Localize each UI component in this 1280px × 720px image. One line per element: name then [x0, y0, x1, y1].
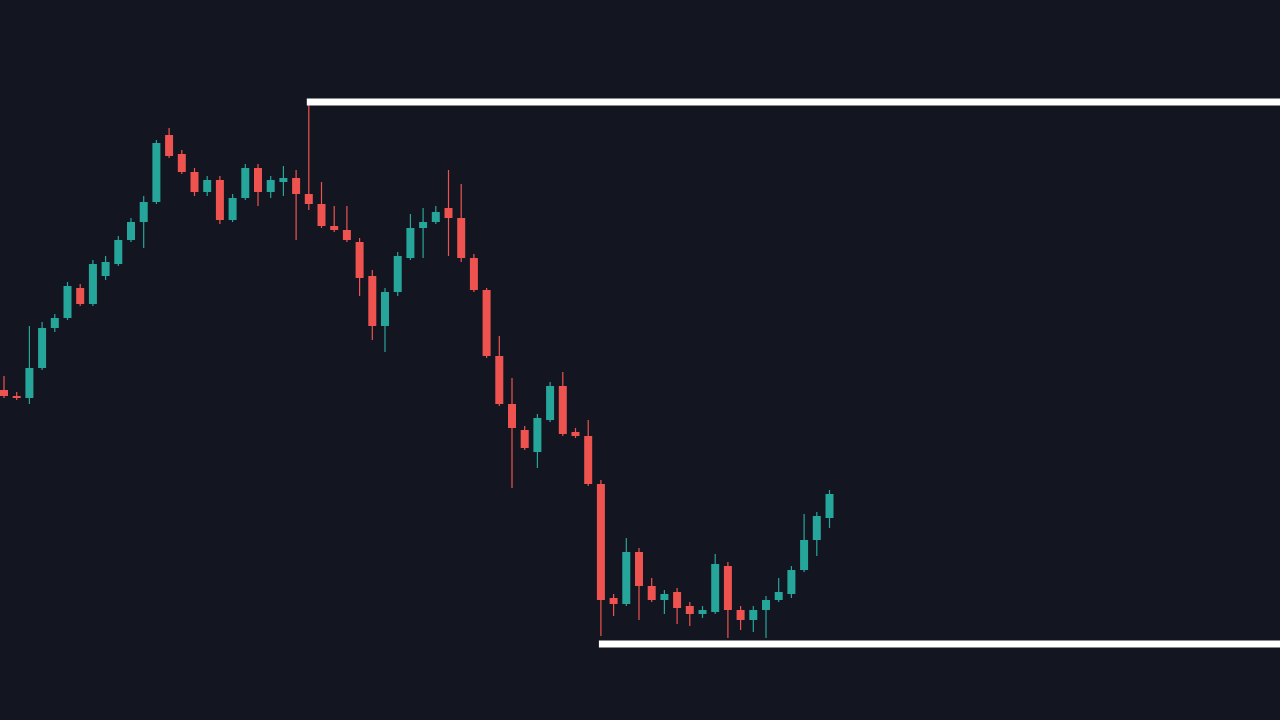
candle-body — [127, 222, 135, 240]
candle-body — [647, 586, 656, 600]
candle-body — [152, 143, 161, 202]
candle-body — [203, 180, 212, 192]
candle-body — [736, 610, 745, 620]
candle-body — [101, 262, 110, 276]
candle-body — [165, 135, 174, 156]
candle-body — [787, 570, 796, 594]
candle-body — [88, 264, 97, 304]
candle-body — [749, 610, 758, 620]
candle-body — [38, 328, 47, 368]
candle-body — [266, 180, 275, 192]
candle-body — [12, 396, 21, 398]
candle-body — [228, 198, 237, 220]
candle-body — [50, 318, 59, 328]
candle-body — [406, 228, 415, 258]
candle-body — [342, 230, 351, 240]
candle-body — [330, 226, 339, 230]
candle-body — [711, 564, 720, 612]
candle-body — [381, 292, 389, 326]
candle-body — [241, 168, 250, 198]
candle-body — [635, 552, 643, 586]
candle-body — [254, 168, 262, 192]
candle-body — [63, 286, 72, 318]
candle-body — [546, 386, 555, 420]
candle-body — [723, 566, 732, 610]
candle-body — [774, 592, 783, 600]
candle-body — [419, 222, 428, 228]
candle-body — [800, 540, 809, 570]
candle-body — [25, 368, 34, 398]
candle-body — [457, 218, 466, 258]
candle-body — [673, 592, 682, 608]
candle-body — [304, 194, 313, 204]
candle-body — [139, 202, 148, 222]
candle-body — [177, 154, 186, 172]
candle-body — [520, 430, 529, 448]
candle-body — [190, 172, 199, 192]
candle-body — [279, 178, 288, 182]
candle-body — [444, 208, 453, 218]
candle-body — [215, 180, 224, 220]
candle-body — [317, 204, 326, 226]
candle-body — [571, 432, 580, 436]
candle-body — [533, 418, 542, 452]
candle-body — [508, 404, 516, 428]
candle-body — [584, 436, 593, 484]
candle-body — [76, 288, 85, 304]
candle-body — [609, 598, 618, 604]
candle-body — [114, 240, 123, 264]
candle-body — [292, 178, 301, 194]
candle-body — [495, 356, 504, 404]
candle-body — [685, 606, 694, 614]
candle-body — [762, 600, 770, 610]
candle-body — [431, 212, 440, 222]
candle-body — [355, 242, 364, 278]
candle-body — [596, 484, 605, 600]
candle-body — [393, 256, 402, 292]
candle-body — [0, 390, 8, 396]
candle-body — [698, 610, 707, 614]
candle-body — [368, 276, 377, 326]
candle-body — [660, 594, 669, 600]
candle-body — [825, 494, 834, 518]
candle-body — [812, 516, 821, 540]
candle-body — [482, 290, 491, 356]
candle-body — [622, 552, 631, 604]
candle-body — [558, 386, 567, 434]
candle-body — [469, 258, 478, 290]
